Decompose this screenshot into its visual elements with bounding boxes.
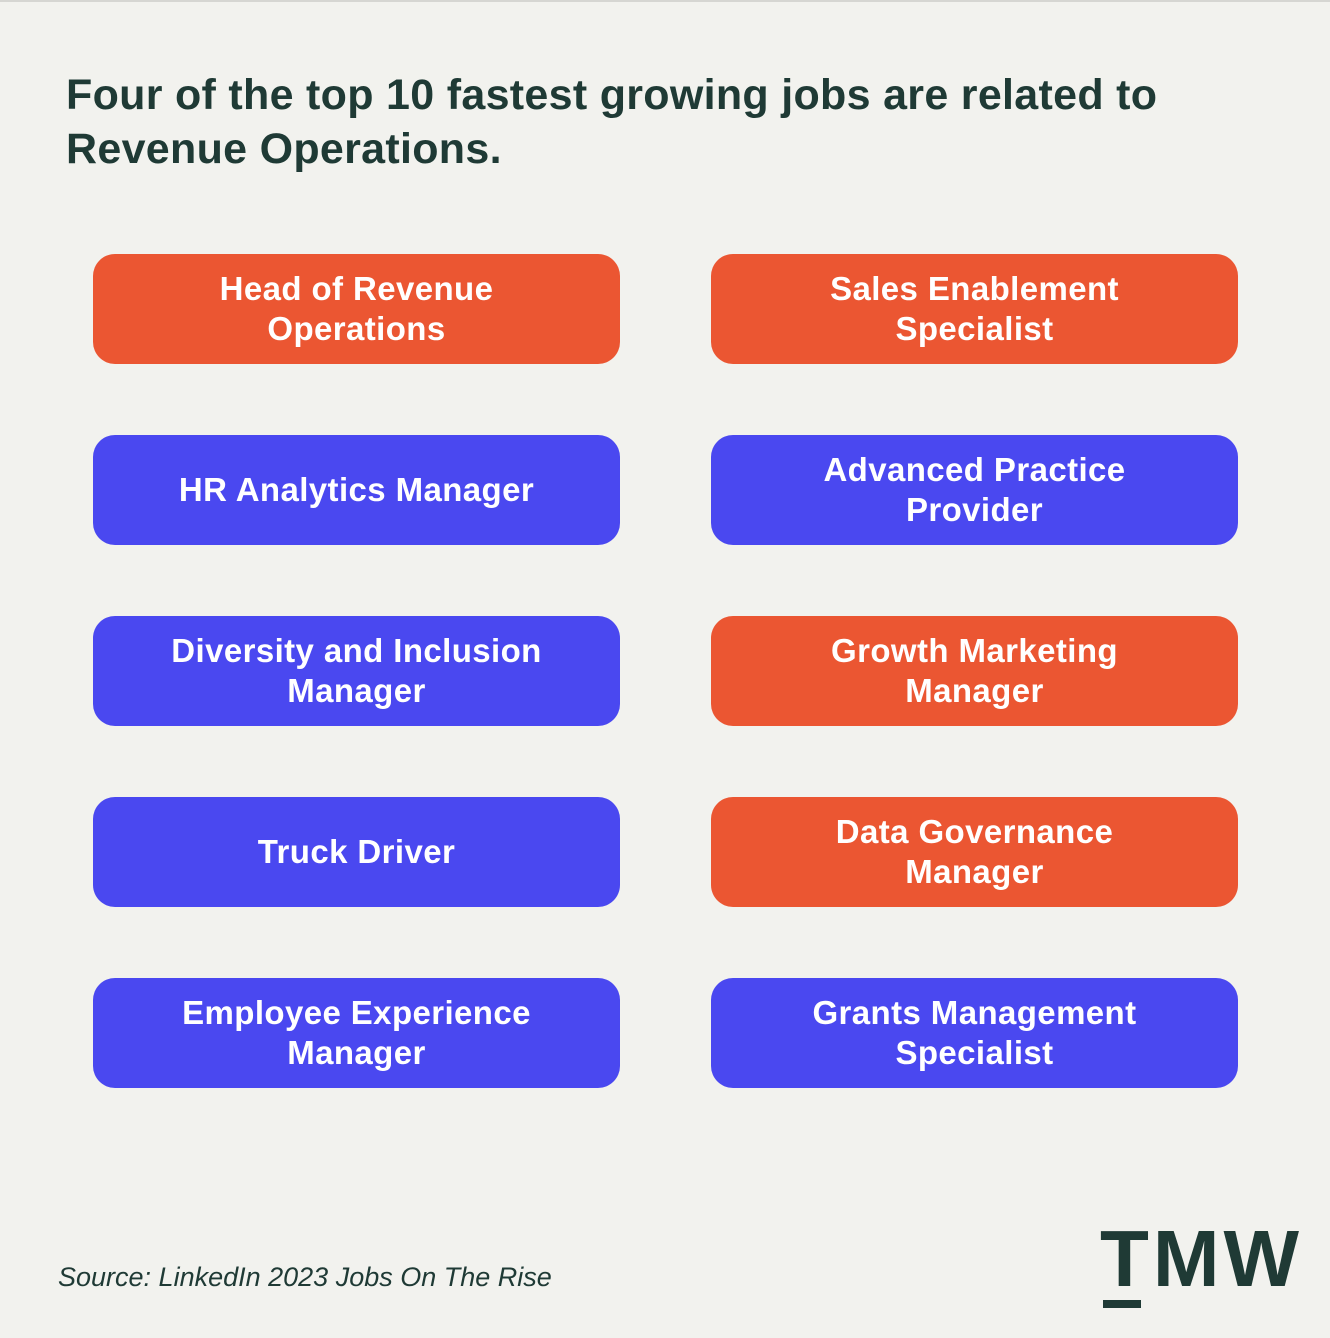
logo: TMW (1100, 1214, 1304, 1303)
job-tag: Sales Enablement Specialist (711, 254, 1238, 364)
job-tag: Grants Management Specialist (711, 978, 1238, 1088)
job-tag: Advanced Practice Provider (711, 435, 1238, 545)
job-tag: Truck Driver (93, 797, 620, 907)
logo-bar (1103, 1300, 1141, 1308)
job-tag: Head of Revenue Operations (93, 254, 620, 364)
job-tag: Diversity and Inclusion Manager (93, 616, 620, 726)
job-tag: Growth Marketing Manager (711, 616, 1238, 726)
job-tag: Employee Experience Manager (93, 978, 620, 1088)
job-tag: Data Governance Manager (711, 797, 1238, 907)
source: Source: LinkedIn 2023 Jobs On The Rise (58, 1262, 552, 1292)
title: Four of the top 10 fastest growing jobs … (66, 71, 1158, 173)
job-tag: HR Analytics Manager (93, 435, 620, 545)
